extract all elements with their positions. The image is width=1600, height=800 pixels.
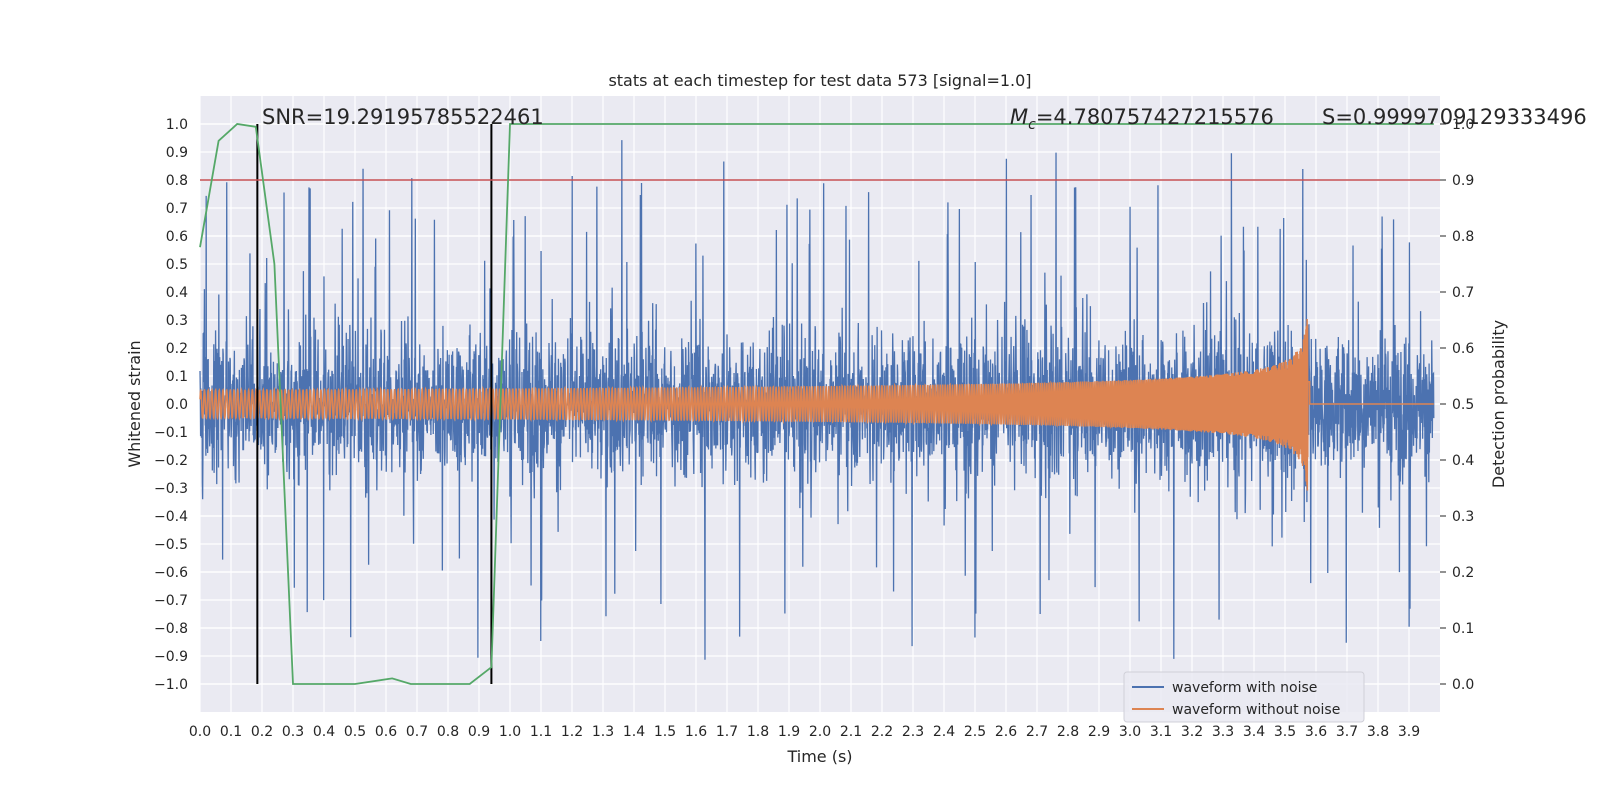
y-tick-label: 0.4 [166, 285, 188, 301]
y-tick-label: −0.4 [154, 509, 188, 525]
x-tick-label: 3.5 [1274, 724, 1296, 740]
right-tick-label: 0.1 [1452, 621, 1474, 637]
x-tick-label: 1.6 [685, 724, 707, 740]
right-tick-label: 0.6 [1452, 341, 1474, 357]
right-tick-label: 0.9 [1452, 173, 1474, 189]
x-tick-label: 1.7 [716, 724, 738, 740]
right-y-axis-label: Detection probability [1489, 320, 1508, 488]
y-tick-label: 0.8 [166, 173, 188, 189]
y-tick-label: −0.9 [154, 649, 188, 665]
y-tick-label: 0.1 [166, 369, 188, 385]
x-tick-label: 0.7 [406, 724, 428, 740]
x-tick-label: 0.5 [344, 724, 366, 740]
x-tick-label: 1.9 [778, 724, 800, 740]
y-tick-label: −0.6 [154, 565, 188, 581]
y-tick-label: 0.9 [166, 145, 188, 161]
legend-label-with-noise: waveform with noise [1172, 680, 1317, 696]
y-tick-label: 0.3 [166, 313, 188, 329]
legend-label-without-noise: waveform without noise [1172, 702, 1340, 718]
series-detection-probability [199, 123, 1434, 685]
y-tick-label: 0.7 [166, 201, 188, 217]
x-tick-label: 3.2 [1181, 724, 1203, 740]
x-axis-label: Time (s) [786, 747, 852, 766]
x-tick-label: 3.3 [1212, 724, 1234, 740]
snr-annotation: SNR=19.29195785522461 [262, 105, 544, 129]
x-tick-label: 3.6 [1305, 724, 1327, 740]
x-tick-label: 2.3 [902, 724, 924, 740]
y-tick-label: 0.6 [166, 229, 188, 245]
x-tick-label: 1.8 [747, 724, 769, 740]
series-waveform-without-noise [199, 318, 1434, 491]
y-tick-label: −0.3 [154, 481, 188, 497]
chirp-mass-value: =4.780757427215576 [1036, 105, 1274, 129]
y-tick-label: 0.0 [166, 397, 188, 413]
y-tick-label: −0.5 [154, 537, 188, 553]
x-tick-label: 2.0 [809, 724, 831, 740]
x-tick-label: 0.9 [468, 724, 490, 740]
x-tick-label: 1.2 [561, 724, 583, 740]
y-axis-label: Whitened strain [125, 340, 144, 467]
right-tick-label: 0.0 [1452, 677, 1474, 693]
x-tick-label: 2.7 [1026, 724, 1048, 740]
chirp-mass-symbol: M [1010, 105, 1028, 129]
x-tick-label: 0.1 [220, 724, 242, 740]
right-tick-label: 0.7 [1452, 285, 1474, 301]
x-tick-label: 0.6 [375, 724, 397, 740]
s-annotation: S=0.9999709129333496 [1322, 105, 1587, 129]
x-tick-label: 3.4 [1243, 724, 1265, 740]
x-tick-label: 0.8 [437, 724, 459, 740]
legend: waveform with noise waveform without noi… [1123, 671, 1365, 723]
x-tick-label: 3.1 [1150, 724, 1172, 740]
right-tick-label: 0.2 [1452, 565, 1474, 581]
y-tick-label: −0.2 [154, 453, 188, 469]
x-tick-label: 3.7 [1336, 724, 1358, 740]
x-tick-label: 2.6 [995, 724, 1017, 740]
waveform-without-noise-line [199, 318, 1434, 491]
y-tick-label: −0.7 [154, 593, 188, 609]
x-tick-label: 3.8 [1367, 724, 1389, 740]
x-tick-label: 2.9 [1088, 724, 1110, 740]
x-tick-label: 2.5 [964, 724, 986, 740]
chirp-mass-subscript: c [1028, 117, 1036, 133]
right-tick-label: 0.3 [1452, 509, 1474, 525]
right-tick-label: 1.0 [1452, 117, 1474, 133]
x-tick-label: 1.5 [654, 724, 676, 740]
x-tick-label: 1.3 [592, 724, 614, 740]
y-tick-label: 1.0 [166, 117, 188, 133]
x-tick-label: 1.0 [499, 724, 521, 740]
x-tick-label: 0.3 [282, 724, 304, 740]
chart-title: stats at each timestep for test data 573… [608, 71, 1031, 90]
waveform-with-noise-line [199, 140, 1435, 660]
x-tick-label: 0.0 [189, 724, 211, 740]
detection-probability-line [199, 123, 1434, 685]
right-tick-label: 0.5 [1452, 397, 1474, 413]
x-tick-label: 2.2 [871, 724, 893, 740]
x-tick-label: 1.1 [530, 724, 552, 740]
marker-lines [256, 124, 493, 684]
right-y-axis-ticks: 1.0 0.9 0.8 0.7 0.6 0.5 0.4 0.3 0.2 0.1 0.0 [1440, 117, 1474, 693]
x-axis-ticks: 0.0 0.1 0.2 0.3 0.4 0.5 0.6 0.7 0.8 0.9 1.0 1.1 1.2 1… [189, 724, 1420, 740]
y-axis-ticks: 1.0 0.9 0.8 0.7 0.6 0.5 0.4 0.3 0.2 0.1 0.0 −0.1 −0.… [154, 117, 188, 693]
right-tick-label: 0.4 [1452, 453, 1474, 469]
y-tick-label: 0.5 [166, 257, 188, 273]
x-tick-label: 2.8 [1057, 724, 1079, 740]
series-waveform-with-noise [199, 140, 1435, 660]
y-tick-label: −0.1 [154, 425, 188, 441]
x-tick-label: 2.1 [840, 724, 862, 740]
x-tick-label: 2.4 [933, 724, 955, 740]
x-tick-label: 1.4 [623, 724, 645, 740]
y-tick-label: −0.8 [154, 621, 188, 637]
x-tick-label: 0.4 [313, 724, 335, 740]
y-tick-label: 0.2 [166, 341, 188, 357]
chirp-mass-annotation: Mc=4.780757427215576 [1010, 105, 1274, 133]
y-tick-label: −1.0 [154, 677, 188, 693]
x-tick-label: 3.0 [1119, 724, 1141, 740]
x-tick-label: 3.9 [1398, 724, 1420, 740]
right-tick-label: 0.8 [1452, 229, 1474, 245]
x-tick-label: 0.2 [251, 724, 273, 740]
legend-box [1123, 671, 1365, 723]
